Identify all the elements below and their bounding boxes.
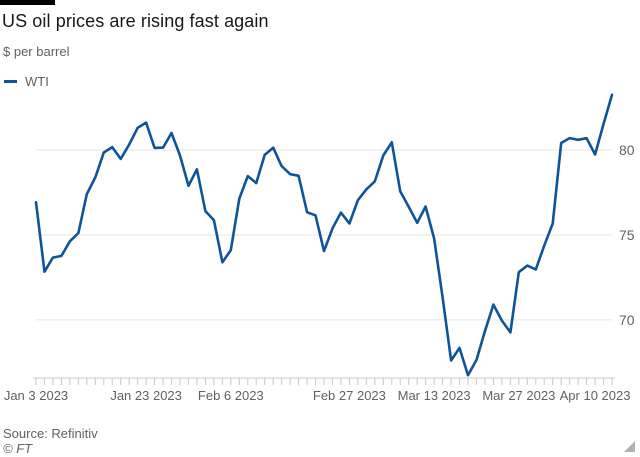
chart-title: US oil prices are rising fast again [2,11,269,31]
legend: WTI [4,74,49,89]
resize-corner-icon [624,441,635,452]
svg-text:Jan 3 2023: Jan 3 2023 [4,388,68,403]
svg-text:75: 75 [619,227,635,243]
svg-text:Feb 6 2023: Feb 6 2023 [198,388,264,403]
svg-text:Mar 13 2023: Mar 13 2023 [398,388,471,403]
svg-text:Apr 10 2023: Apr 10 2023 [560,388,631,403]
source-note: Source: Refinitiv [3,426,98,441]
legend-label-wti: WTI [25,74,49,89]
ft-copyright: © FT [3,441,33,456]
chart-subtitle: $ per barrel [3,44,70,59]
svg-text:Jan 23 2023: Jan 23 2023 [110,388,182,403]
wti-line-swatch-icon [4,80,17,83]
svg-text:70: 70 [619,312,635,328]
svg-text:Feb 27 2023: Feb 27 2023 [313,388,386,403]
svg-text:Mar 27 2023: Mar 27 2023 [482,388,555,403]
svg-text:80: 80 [619,142,635,158]
top-accent-bar [0,0,55,5]
